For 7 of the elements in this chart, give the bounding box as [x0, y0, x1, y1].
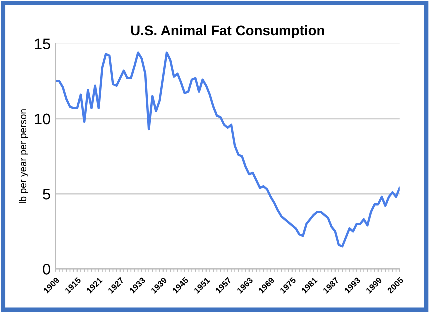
y-tick-label: 5	[43, 189, 50, 200]
y-tick-label: 10	[35, 114, 50, 125]
y-tick-label: 15	[35, 38, 50, 50]
line-series	[56, 52, 400, 248]
y-axis-title: lb per year per person	[19, 110, 28, 204]
chart-title: U.S. Animal Fat Consumption	[131, 25, 324, 38]
y-tick-label: 0	[43, 264, 50, 275]
